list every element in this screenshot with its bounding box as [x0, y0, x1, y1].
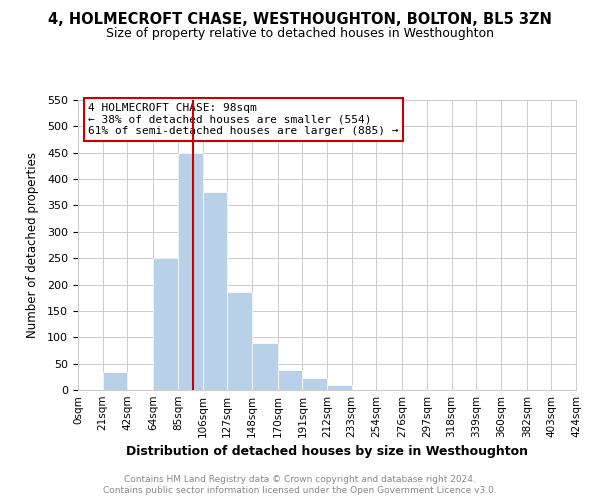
Bar — [203, 192, 227, 390]
Text: 4 HOLMECROFT CHASE: 98sqm
← 38% of detached houses are smaller (554)
61% of semi: 4 HOLMECROFT CHASE: 98sqm ← 38% of detac… — [88, 103, 398, 136]
X-axis label: Distribution of detached houses by size in Westhoughton: Distribution of detached houses by size … — [126, 446, 528, 458]
Bar — [227, 292, 252, 390]
Bar — [302, 378, 327, 390]
Bar — [252, 342, 278, 390]
Text: 4, HOLMECROFT CHASE, WESTHOUGHTON, BOLTON, BL5 3ZN: 4, HOLMECROFT CHASE, WESTHOUGHTON, BOLTO… — [48, 12, 552, 28]
Y-axis label: Number of detached properties: Number of detached properties — [26, 152, 39, 338]
Text: Contains public sector information licensed under the Open Government Licence v3: Contains public sector information licen… — [103, 486, 497, 495]
Text: Contains HM Land Registry data © Crown copyright and database right 2024.: Contains HM Land Registry data © Crown c… — [124, 475, 476, 484]
Text: Size of property relative to detached houses in Westhoughton: Size of property relative to detached ho… — [106, 28, 494, 40]
Bar — [278, 370, 302, 390]
Bar — [153, 258, 178, 390]
Bar — [327, 384, 352, 390]
Bar — [178, 152, 203, 390]
Bar — [103, 372, 127, 390]
